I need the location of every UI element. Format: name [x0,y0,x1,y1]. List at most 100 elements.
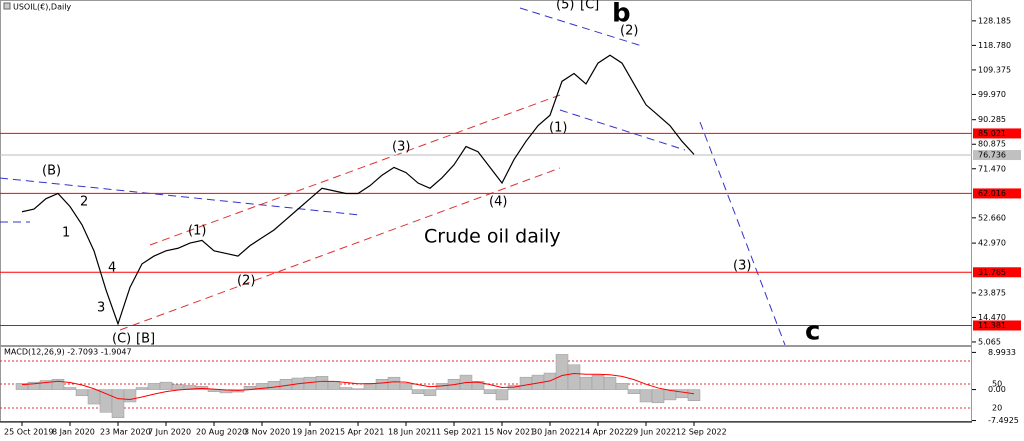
wave-label: (1) [549,121,567,136]
x-tick-label: 30 Jan 2022 [532,428,580,437]
macd-bar [135,387,149,390]
channel-line [119,167,561,331]
y-tick-label: 80.875 [978,140,1006,149]
macd-bar [651,389,665,404]
trend-line [519,7,643,47]
chart-title: USOIL(€),Daily [13,3,71,12]
macd-bar [99,389,113,413]
price-line [21,54,695,326]
x-tick-label: 18 Jun 2021 [388,428,436,437]
x-tick-label: 8 Jan 2020 [52,428,95,437]
macd-bar [315,376,329,390]
macd-bar [675,389,689,399]
symbol-icon [3,2,11,10]
macd-bar [327,381,341,390]
projection-line [699,121,786,346]
x-tick-label: 19 Jan 2021 [292,428,340,437]
macd-bar [399,383,413,390]
x-tick-label: 20 Aug 2020 [196,428,247,437]
macd-bar [639,389,653,403]
level-label: 31.785 [978,268,1006,277]
macd-bar [363,383,377,390]
macd-bar [687,389,701,401]
macd-bar [387,376,401,390]
macd-signal [21,372,695,401]
macd-title: MACD(12,26,9) -2.7093 -1.9047 [4,348,132,357]
wave-lines [0,7,786,346]
x-tick-label: 12 Sep 2022 [676,428,727,437]
macd-bar [471,381,485,390]
x-tick-label: 29 Jun 2022 [628,428,676,437]
y-tick-label: 99.970 [978,90,1006,99]
level-tag [973,128,1021,139]
macd-bar [147,383,161,390]
wave-label: 4 [108,261,116,276]
wave-label: (B) [42,164,61,179]
macd-bar [111,389,125,418]
y-tick-label: 128.185 [978,16,1011,25]
macd-bar [267,381,281,390]
level-label: 11.381 [978,321,1006,330]
wave-label: (1) [188,224,206,239]
indicator-label: 20 [992,404,1002,413]
x-tick-label: 7 Jun 2020 [148,428,191,437]
level-tag [973,267,1021,278]
wave-label: (C) [112,332,131,347]
y-tick-label: 14.470 [978,313,1006,322]
wave-label: (3) [392,140,410,155]
macd-bar [411,389,425,394]
macd-bar [615,383,629,390]
wave-label: c [805,317,820,347]
x-tick-label: 5 Apr 2021 [340,428,384,437]
x-tick-label: 3 Nov 2020 [244,428,290,437]
x-tick-label: 15 Nov 2021 [484,428,535,437]
trend-line [0,177,361,216]
macd-bar [87,389,101,405]
macd-bar [603,376,617,390]
macd-bar [591,374,605,390]
y-tick-label: 42.970 [978,239,1006,248]
wave-label: (5) [556,0,574,13]
x-tick-label: 14 Apr 2022 [580,428,629,437]
wave-label: (4) [489,195,507,210]
y-tick-label: 71.470 [978,164,1006,173]
macd-y-tick-label: 0.00 [988,385,1006,394]
wave-label: 3 [97,301,105,316]
wave-label: [C] [580,0,599,13]
wave-label: [B] [136,332,155,347]
macd-bar [51,378,65,390]
x-tick-label: 23 Mar 2020 [100,428,151,437]
macd-bar [351,388,365,390]
y-tick-label: 23.875 [978,288,1006,297]
last-price-label: 76.736 [978,151,1006,160]
macd-y-tick-label: 8.9933 [988,348,1016,357]
y-tick-label: 109.375 [978,65,1011,74]
y-tick-label: 118.780 [978,41,1011,50]
y-tick-label: 90.285 [978,115,1006,124]
channel-line [149,94,561,246]
wave-label: 1 [62,226,70,241]
macd-bar [171,384,185,390]
wave-label: (2) [237,274,255,289]
macd-bar [123,389,137,403]
x-tick-label: 1 Sep 2021 [436,428,482,437]
last-price-tag [973,150,1021,161]
macd-bar [579,376,593,390]
macd-bar [567,364,581,390]
wave-label: 2 [80,195,88,210]
macd-bar [75,389,89,397]
y-tick-label: 52.660 [978,213,1006,222]
level-tag [973,188,1021,199]
macd-bar [483,389,497,394]
level-label: 62.016 [978,189,1006,198]
macd-bar [519,376,533,390]
wave-label: (2) [620,24,638,39]
wave-label: (3) [733,259,751,274]
macd-bar [63,387,77,390]
indicator-label: 50 [992,380,1002,389]
trend-line [559,109,686,151]
wave-label: b [612,0,631,29]
level-tag [973,320,1021,331]
macd-y-tick-label: -7.4925 [988,416,1019,425]
